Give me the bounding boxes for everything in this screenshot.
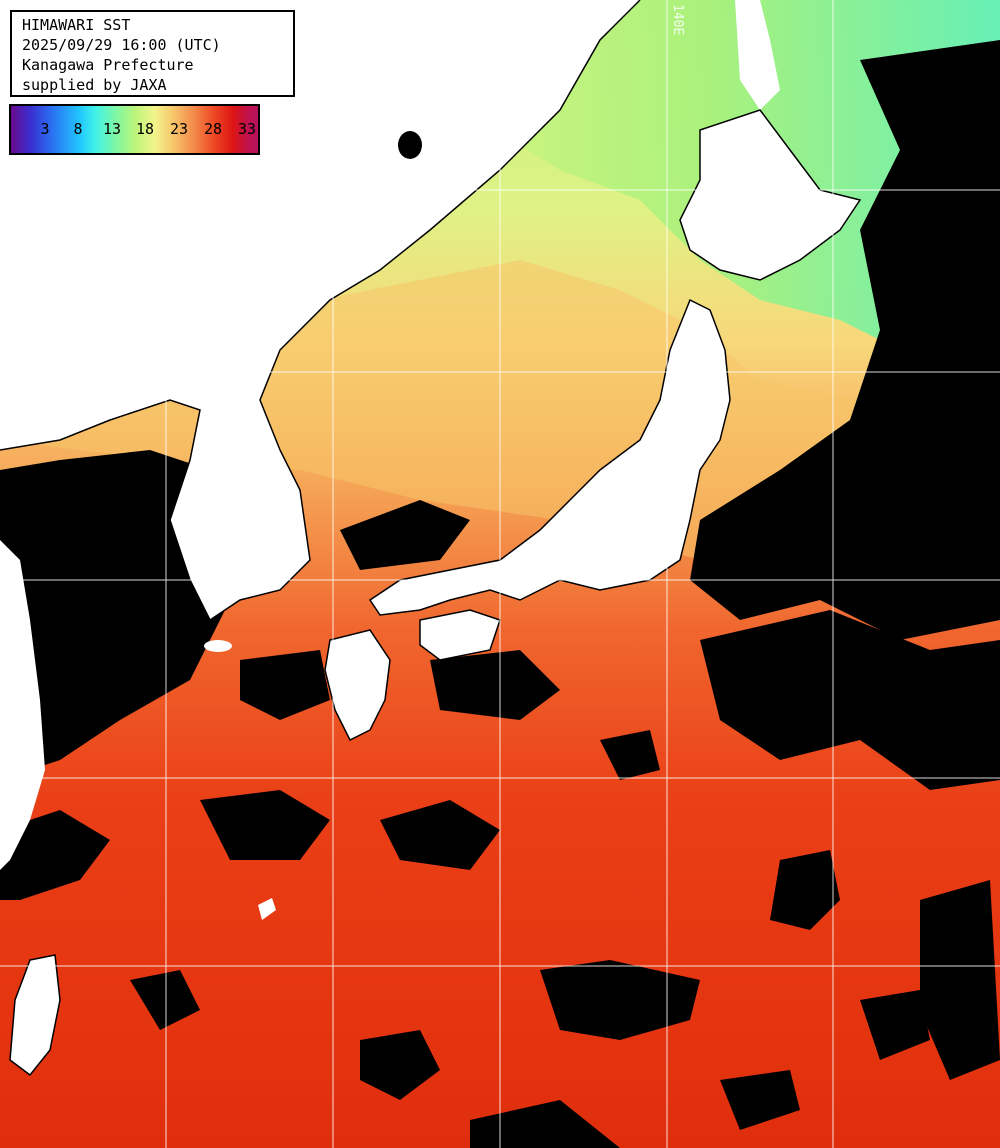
timestamp: 2025/09/29 16:00 (UTC)	[22, 36, 221, 54]
grid-label-30n: 30N	[14, 760, 38, 775]
legend-label: 18	[135, 120, 155, 138]
land-honshu	[370, 300, 730, 615]
island-ulleung	[398, 131, 422, 159]
legend-label: 3	[40, 120, 50, 138]
land-jeju	[204, 640, 232, 652]
legend-label: 13	[102, 120, 122, 138]
land-okinawa	[258, 898, 276, 920]
legend-label: 33	[237, 120, 257, 138]
info-box: HIMAWARI SST 2025/09/29 16:00 (UTC) Kana…	[10, 10, 295, 97]
credit-text: supplied by JAXA	[22, 76, 167, 94]
land-hokkaido	[680, 110, 860, 280]
color-scale-legend: 3 8 13 18 23 28 33	[9, 104, 260, 155]
legend-label: 28	[203, 120, 223, 138]
land-taiwan	[10, 955, 60, 1075]
grid-label-40n: 40N	[14, 352, 38, 367]
land-shikoku	[420, 610, 500, 660]
legend-label: 23	[169, 120, 189, 138]
product-title: HIMAWARI SST	[22, 16, 131, 34]
land-kyushu	[325, 630, 390, 740]
land-china-coast	[0, 540, 45, 870]
coastlines	[0, 0, 860, 1075]
legend-labels: 3 8 13 18 23 28 33	[11, 120, 258, 140]
region-name: Kanagawa Prefecture	[22, 56, 194, 74]
grid-label-140e: 140E	[670, 4, 685, 36]
legend-label: 8	[73, 120, 83, 138]
land-sakhalin	[735, 0, 780, 110]
